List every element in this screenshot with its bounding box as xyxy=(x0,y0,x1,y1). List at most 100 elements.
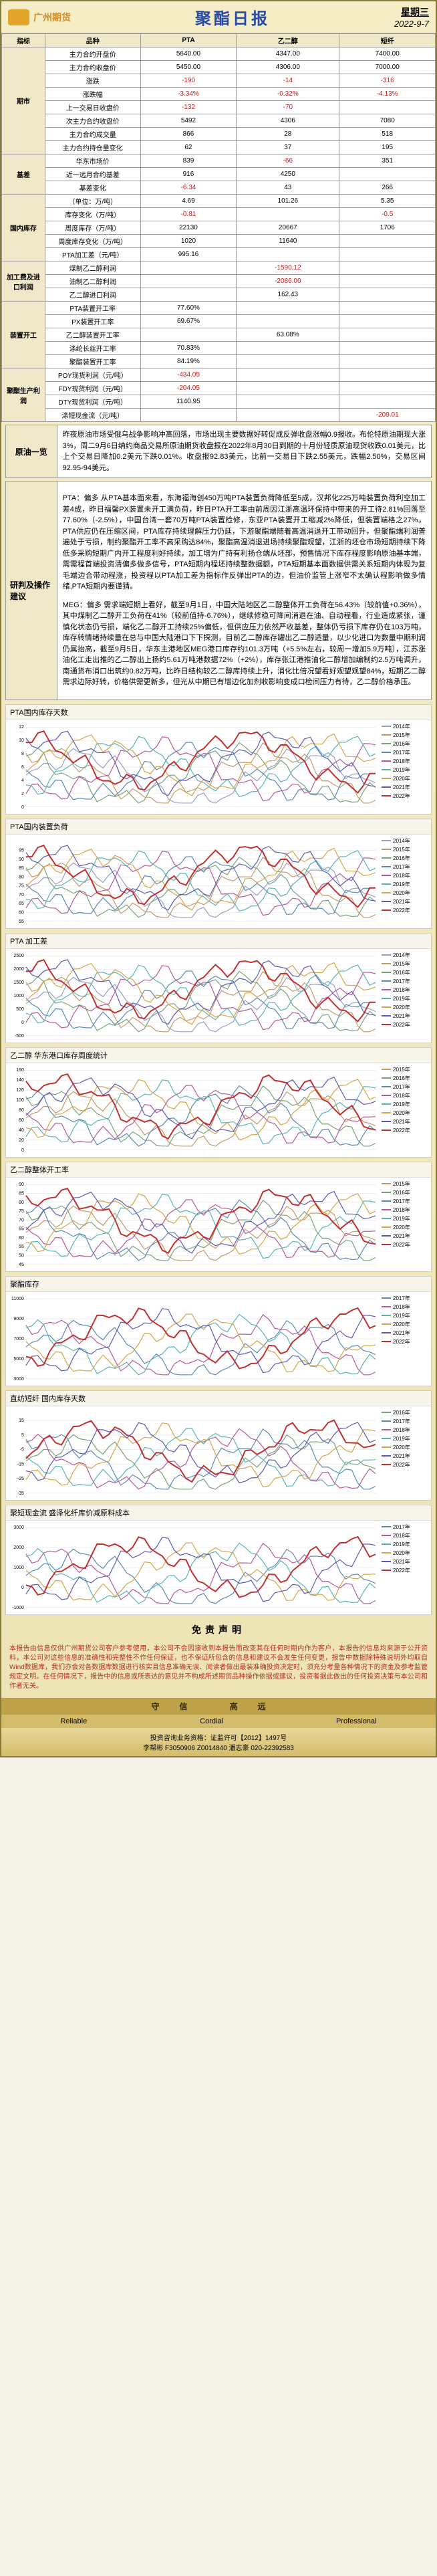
svg-text:55: 55 xyxy=(19,1245,24,1249)
chart-svg: -35-25-15-5515 xyxy=(6,1406,379,1500)
legend-item: 2018年 xyxy=(382,1532,428,1539)
chart-block: 乙二醇 华东港口库存周度统计0204060801001201401602015年… xyxy=(5,1047,432,1158)
svg-text:80: 80 xyxy=(19,875,24,879)
row-label: 次主力合约收盘价 xyxy=(45,114,140,128)
svg-text:140: 140 xyxy=(16,1078,24,1083)
table-header: 短纤 xyxy=(339,34,436,47)
chart-legend: 2016年2017年2018年2019年2020年2021年2022年 xyxy=(379,1406,431,1500)
legend-item: 2020年 xyxy=(382,1004,428,1011)
svg-text:0: 0 xyxy=(21,1020,24,1025)
legend-item: 2017年 xyxy=(382,863,428,871)
data-cell xyxy=(140,328,237,342)
data-cell: 351 xyxy=(339,154,436,168)
table-row: PX装置开工率69.67% xyxy=(2,315,436,328)
chart-svg: -10000100020003000 xyxy=(6,1521,379,1614)
table-row: 近一远月合约基差9164250 xyxy=(2,168,436,181)
data-cell: 916 xyxy=(140,168,237,181)
table-row: 主力合约持仓量变化6237195 xyxy=(2,141,436,154)
table-row: 主力合约成交量86628518 xyxy=(2,128,436,141)
license-info: 投资咨询业务资格：证监许可【2012】1497号 xyxy=(5,1732,432,1742)
legend-item: 2020年 xyxy=(382,775,428,782)
data-cell xyxy=(237,409,339,422)
legend-item: 2020年 xyxy=(382,1109,428,1117)
svg-text:8: 8 xyxy=(21,752,24,756)
data-cell: 7000.00 xyxy=(339,61,436,74)
group-header: 期市 xyxy=(2,47,45,154)
svg-text:100: 100 xyxy=(16,1098,24,1103)
data-cell xyxy=(339,315,436,328)
data-cell: 4347.00 xyxy=(237,47,339,61)
svg-text:4: 4 xyxy=(21,778,24,782)
legend-item: 2019年 xyxy=(382,1215,428,1222)
svg-text:85: 85 xyxy=(19,866,24,871)
data-cell xyxy=(237,208,339,221)
data-cell xyxy=(339,168,436,181)
legend-item: 2020年 xyxy=(382,1224,428,1231)
data-cell xyxy=(140,261,237,275)
group-header: 国内库存 xyxy=(2,195,45,261)
svg-text:2500: 2500 xyxy=(13,954,24,958)
data-cell: -14 xyxy=(237,74,339,88)
logo: 广州期货 xyxy=(8,9,71,25)
row-label: （单位：万/吨） xyxy=(45,195,140,208)
legend-item: 2015年 xyxy=(382,960,428,968)
legend-item: 2018年 xyxy=(382,1303,428,1311)
legend-item: 2015年 xyxy=(382,1066,428,1073)
svg-text:0: 0 xyxy=(21,1585,24,1590)
legend-item: 2014年 xyxy=(382,837,428,845)
legend-item: 2017年 xyxy=(382,1418,428,1425)
data-cell xyxy=(237,342,339,355)
header: 广州期货 聚酯日报 星期三 2022-9-7 xyxy=(1,1,436,33)
table-row: 基差变化-6.3443266 xyxy=(2,181,436,195)
svg-text:-25: -25 xyxy=(17,1477,24,1481)
svg-text:500: 500 xyxy=(16,1006,24,1011)
row-label: FDY现货利润（元/吨） xyxy=(45,382,140,395)
section-label: 原油一览 xyxy=(6,425,57,477)
date-box: 星期三 2022-9-7 xyxy=(394,5,429,29)
footer-info: 投资咨询业务资格：证监许可【2012】1497号 李帮彬 F3050906 Z0… xyxy=(1,1728,436,1756)
chart-svg: -50005001000150020002500 xyxy=(6,949,379,1043)
legend-item: 2019年 xyxy=(382,1541,428,1548)
row-label: 涤纶长丝开工率 xyxy=(45,342,140,355)
svg-text:65: 65 xyxy=(19,901,24,906)
data-cell xyxy=(237,355,339,368)
legend-item: 2014年 xyxy=(382,723,428,730)
table-header: PTA xyxy=(140,34,237,47)
disclaimer-body: 本报告由信息仅供广州期货公司客户参考使用，本公司不会因接收到本报告而改变其在任何… xyxy=(1,1640,436,1695)
section-body: 昨夜原油市场受俄乌战争影响冲高回落，市场出现主要数据好转促成反弹收盘涨幅0.9报… xyxy=(57,425,431,477)
data-cell: 1140.95 xyxy=(140,395,237,409)
legend-item: 2021年 xyxy=(382,784,428,791)
report-title: 聚酯日报 xyxy=(71,5,394,29)
row-label: 乙二醇进口利润 xyxy=(45,288,140,302)
svg-text:10: 10 xyxy=(19,738,24,743)
svg-text:-1000: -1000 xyxy=(12,1605,24,1610)
svg-text:2000: 2000 xyxy=(13,1545,24,1550)
data-cell: 20667 xyxy=(237,221,339,235)
data-cell: -66 xyxy=(237,154,339,168)
chart-legend: 2017年2018年2019年2020年2021年2022年 xyxy=(379,1292,431,1386)
data-cell: 162.43 xyxy=(237,288,339,302)
footer-word: Cordial xyxy=(200,1717,223,1725)
svg-text:60: 60 xyxy=(19,1235,24,1240)
svg-text:-500: -500 xyxy=(15,1033,24,1038)
chart-svg: 556065707580859095 xyxy=(6,835,379,928)
legend-item: 2021年 xyxy=(382,1329,428,1337)
row-label: PX装置开工率 xyxy=(45,315,140,328)
row-label: 库存变化（万/吨） xyxy=(45,208,140,221)
legend-item: 2021年 xyxy=(382,1558,428,1566)
svg-text:20: 20 xyxy=(19,1138,24,1142)
legend-item: 2017年 xyxy=(382,1198,428,1205)
chart-legend: 2017年2018年2019年2020年2021年2022年 xyxy=(379,1521,431,1614)
svg-text:15: 15 xyxy=(19,1418,24,1423)
crude-summary-section: 原油一览 昨夜原油市场受俄乌战争影响冲高回落，市场出现主要数据好转促成反弹收盘涨… xyxy=(5,425,432,478)
legend-item: 2016年 xyxy=(382,1075,428,1082)
svg-text:12: 12 xyxy=(19,725,24,730)
data-cell: -6.34 xyxy=(140,181,237,195)
chart-svg: 45505560657075808590 xyxy=(6,1178,379,1271)
chart-svg: 020406080100120140160 xyxy=(6,1063,379,1157)
table-row: 国内库存（单位：万/吨）4.69101.265.35 xyxy=(2,195,436,208)
data-cell: 4306 xyxy=(237,114,339,128)
table-header: 指标 xyxy=(2,34,45,47)
chart-title: PTA国内装置负荷 xyxy=(6,819,431,835)
data-cell xyxy=(339,248,436,261)
